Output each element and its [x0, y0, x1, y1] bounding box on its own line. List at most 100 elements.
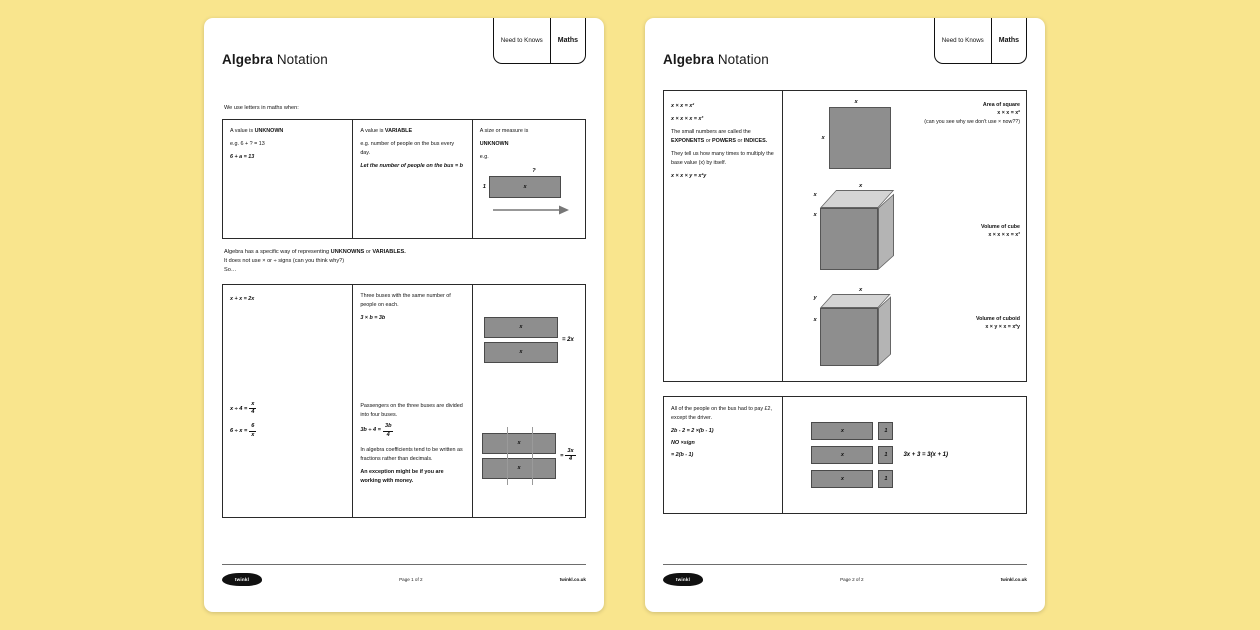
- page-title-rest: Notation: [713, 52, 769, 67]
- size-example: e.g.: [479, 153, 489, 160]
- division-eq1-left: x ÷ 4 =: [230, 405, 248, 412]
- cuboid-y-label: y: [813, 295, 817, 301]
- multiplication-context-text: Three buses with the same number of peop…: [360, 292, 451, 308]
- worksheet-page-1: Algebra Notation Need to Knows Maths We …: [204, 18, 604, 612]
- cell-multiplication-rule: x + x = 2x: [223, 284, 354, 395]
- page-number: Page 1 of 2: [399, 577, 423, 582]
- variable-keyword: VARIABLE: [384, 127, 413, 134]
- table-notation-rules: x + x = 2x Three buses with the same num…: [222, 283, 586, 518]
- tab-maths[interactable]: Maths: [549, 18, 585, 63]
- factorise-x-block: x: [811, 422, 874, 440]
- cuboid-face-side: [877, 296, 891, 366]
- powers-powers: POWERS: [712, 138, 737, 145]
- cube-top-label: x: [858, 183, 863, 189]
- powers-text-a: The small numbers are called the: [671, 129, 751, 136]
- header-tab-group: Need to Knows Maths: [492, 18, 586, 64]
- measure-left-label: 1: [482, 183, 486, 190]
- unknown-example: e.g. 6 + ? = 13: [230, 140, 265, 147]
- square-left-label: x: [821, 135, 825, 141]
- page-title: Algebra Notation: [222, 38, 586, 67]
- cube-face-front: [819, 208, 878, 270]
- mid-para-l1c: or: [364, 248, 373, 255]
- diagram-block: x: [483, 316, 558, 338]
- cube-shape: [819, 190, 894, 274]
- cell-shape-diagrams: x x Area of square x × x = x² (can you s…: [783, 91, 1026, 381]
- unknown-keyword: UNKNOWN: [254, 127, 284, 134]
- page-title-bold: Algebra: [663, 52, 714, 67]
- factorise-x-block: x: [811, 470, 874, 488]
- diagram-block: x: [483, 341, 558, 363]
- page-title-bold: Algebra: [222, 52, 273, 67]
- caption-volume-of-cuboid: Volume of cuboid x × y × x = x²y: [924, 315, 1020, 332]
- square-top-label: x: [854, 99, 858, 105]
- mid-para-l1a: Algebra has a specific way of representi…: [224, 248, 331, 255]
- tab-need-to-knows[interactable]: Need to Knows: [941, 37, 984, 44]
- panel-powers-and-shapes: x × x = x² x × x × x = x³ The small numb…: [663, 90, 1027, 382]
- page-number: Page 2 of 2: [840, 577, 864, 582]
- factorise-one-block: 1: [878, 446, 894, 464]
- division-context-equation: 3b ÷ 4 = 3b 4: [360, 423, 464, 438]
- tab-maths[interactable]: Maths: [990, 18, 1026, 63]
- cell-powers-explanation: x × x = x² x × x × x = x³ The small numb…: [664, 91, 784, 381]
- cuboid-caption-title: Volume of cuboid: [975, 316, 1020, 322]
- size-label: A size or measure is: [479, 127, 529, 134]
- multiplication-equation: x + x = 2x: [230, 295, 255, 302]
- cuboid-left-label: x: [813, 317, 817, 323]
- measure-arrow-icon: [492, 205, 569, 215]
- powers-indices: INDICES.: [743, 138, 768, 145]
- powers-text-2: They tell us how many times to multiply …: [671, 151, 774, 167]
- diagram-block: x: [482, 432, 557, 454]
- page-1-mid-paragraph: Algebra has a specific way of representi…: [224, 248, 586, 275]
- page-2-footer: twinkl Page 2 of 2 twinkl.co.uk: [663, 564, 1027, 586]
- multiplication-context-equation: 3 × b = 3b: [360, 314, 386, 321]
- division-context-eq-num: 3b: [382, 423, 394, 432]
- powers-equation-2: x × x × x = x³: [671, 116, 704, 123]
- cell-factorising-text: All of the people on the bus had to pay …: [664, 397, 784, 513]
- square-shape: [828, 107, 891, 169]
- caption-area-of-square: Area of square x × x = x² (can you see w…: [924, 101, 1020, 126]
- factorise-block-grid: x 1 x 1 x 1: [811, 422, 894, 488]
- mid-para-l3: So…: [224, 266, 237, 273]
- diagram-result: = 2x: [561, 336, 574, 343]
- cell-division-context: Passengers on the three buses are divide…: [353, 394, 473, 517]
- mid-para-unknowns: UNKNOWNS: [330, 248, 365, 255]
- diagram-block: x: [482, 457, 557, 479]
- powers-equation-1: x × x = x²: [671, 103, 695, 109]
- factorise-equation-1: 2b - 2 = 2 ×(b - 1): [671, 428, 714, 435]
- cuboid-top-label: x: [858, 287, 863, 293]
- measure-top-label: ?: [532, 167, 536, 174]
- tab-need-to-knows[interactable]: Need to Knows: [500, 37, 543, 44]
- website-url: twinkl.co.uk: [1000, 577, 1027, 582]
- table-row-uses-of-letters: A value is UNKNOWN e.g. 6 + ? = 13 6 + a…: [222, 118, 586, 239]
- page-title-rest: Notation: [272, 52, 328, 67]
- factorise-one-block: 1: [878, 470, 894, 488]
- mid-para-l2: It does not use × or ÷ signs (can you th…: [224, 257, 345, 264]
- factorise-text: All of the people on the bus had to pay …: [671, 406, 773, 422]
- twinkl-logo: twinkl: [222, 573, 262, 586]
- division-diagram-result: = 3x 4: [560, 448, 576, 463]
- factorise-block-row: x 1: [811, 446, 894, 464]
- division-result-den: 4: [568, 456, 573, 463]
- page-1-lead-text: We use letters in maths when:: [224, 105, 299, 111]
- powers-equation-3: x × x × y = x²y: [671, 173, 707, 180]
- powers-text-c: or: [704, 138, 713, 145]
- mid-para-variables: VARIABLES.: [372, 248, 406, 255]
- factorise-equation-3: = 2(b - 1): [671, 452, 694, 459]
- factorise-block-row: x 1: [811, 422, 894, 440]
- variable-definition: Let the number of people on the bus = b: [360, 162, 463, 169]
- division-context-text-3: An exception might be if you are working…: [360, 469, 444, 485]
- square-caption-eq: x × x = x²: [997, 110, 1020, 117]
- cube-face-side: [877, 193, 894, 270]
- cell-multiplication-context: Three buses with the same number of peop…: [353, 284, 473, 395]
- cube-caption-title: Volume of cube: [980, 224, 1020, 230]
- unknown-equation: 6 + a = 13: [230, 153, 255, 160]
- table-row-multiplication: x + x = 2x Three buses with the same num…: [223, 284, 585, 395]
- division-result-num: 3x: [565, 448, 576, 457]
- diagram-cube: x x x: [813, 183, 894, 274]
- variable-example: e.g. number of people on the bus every d…: [360, 140, 455, 156]
- cell-factorising-diagram: x 1 x 1 x 1 3x + 3 =: [783, 397, 1026, 513]
